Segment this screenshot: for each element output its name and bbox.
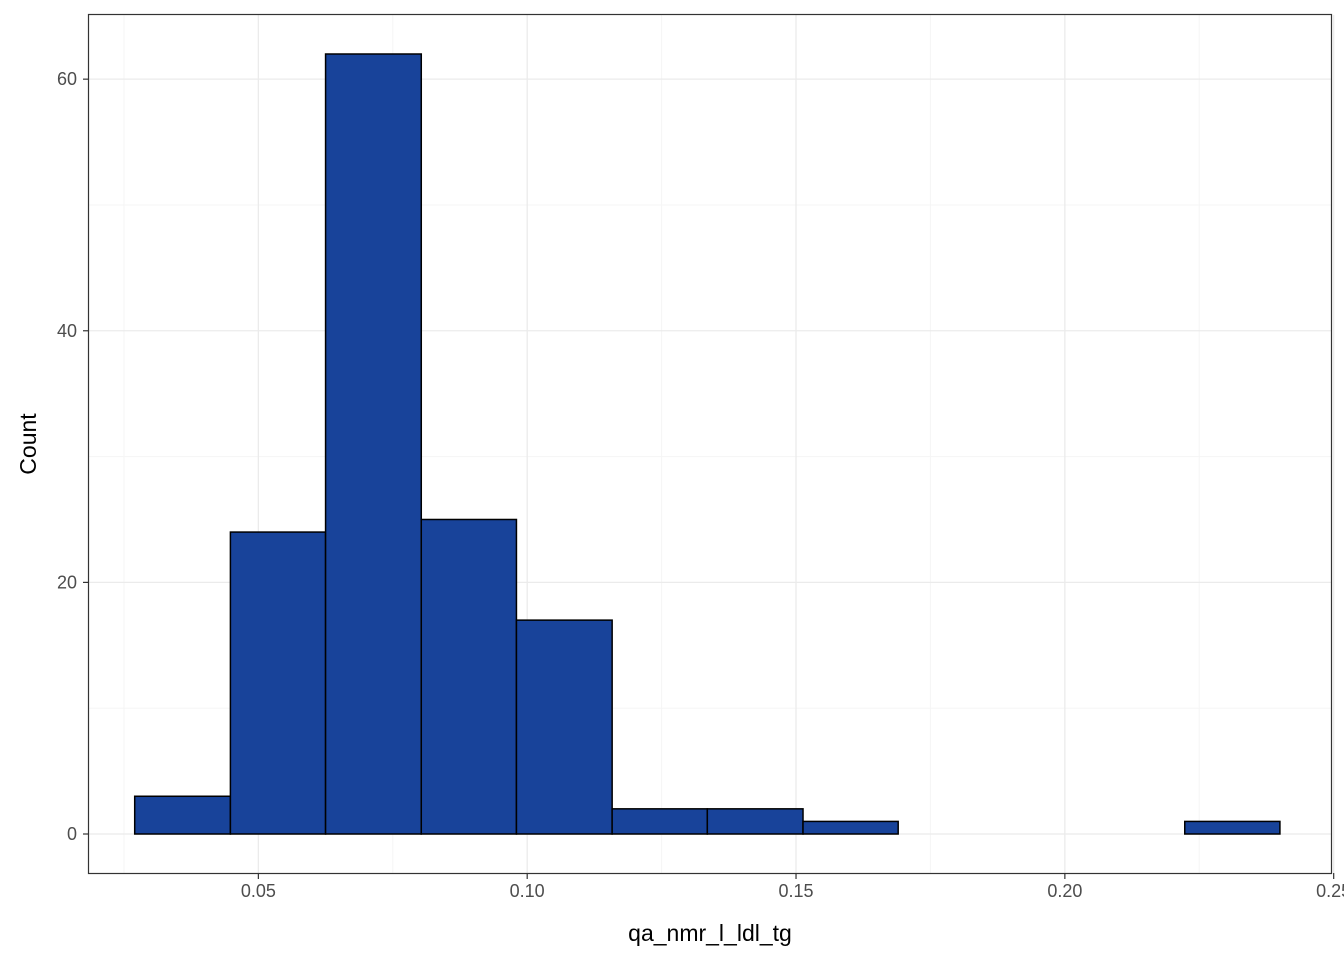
x-tick-label: 0.15 [779, 881, 814, 901]
histogram-bar [802, 820, 899, 835]
histogram-bar [133, 795, 232, 835]
y-tick-label: 60 [57, 69, 77, 89]
y-tick-label: 40 [57, 321, 77, 341]
y-tick-label: 20 [57, 572, 77, 592]
histogram-bar [706, 808, 804, 835]
histogram-bar [515, 619, 613, 835]
x-axis-title: qa_nmr_l_ldl_tg [628, 920, 792, 946]
x-tick-label: 0.05 [241, 881, 276, 901]
histogram-bar [611, 808, 709, 835]
axis-layer: 0.05 0.10 0.15 0.20 0.25 0 20 40 60 [57, 69, 1344, 901]
y-tick-label: 0 [67, 824, 77, 844]
histogram-bar [324, 53, 423, 835]
histogram-bar [229, 531, 327, 835]
panel-border [87, 13, 1333, 875]
histogram-bar [1184, 820, 1281, 835]
bar-layer [133, 53, 1281, 835]
y-axis-title: Count [15, 413, 41, 475]
x-tick-label: 0.25 [1316, 881, 1344, 901]
histogram-bar [420, 518, 518, 835]
x-tick-label: 0.20 [1047, 881, 1082, 901]
x-tick-label: 0.10 [510, 881, 545, 901]
